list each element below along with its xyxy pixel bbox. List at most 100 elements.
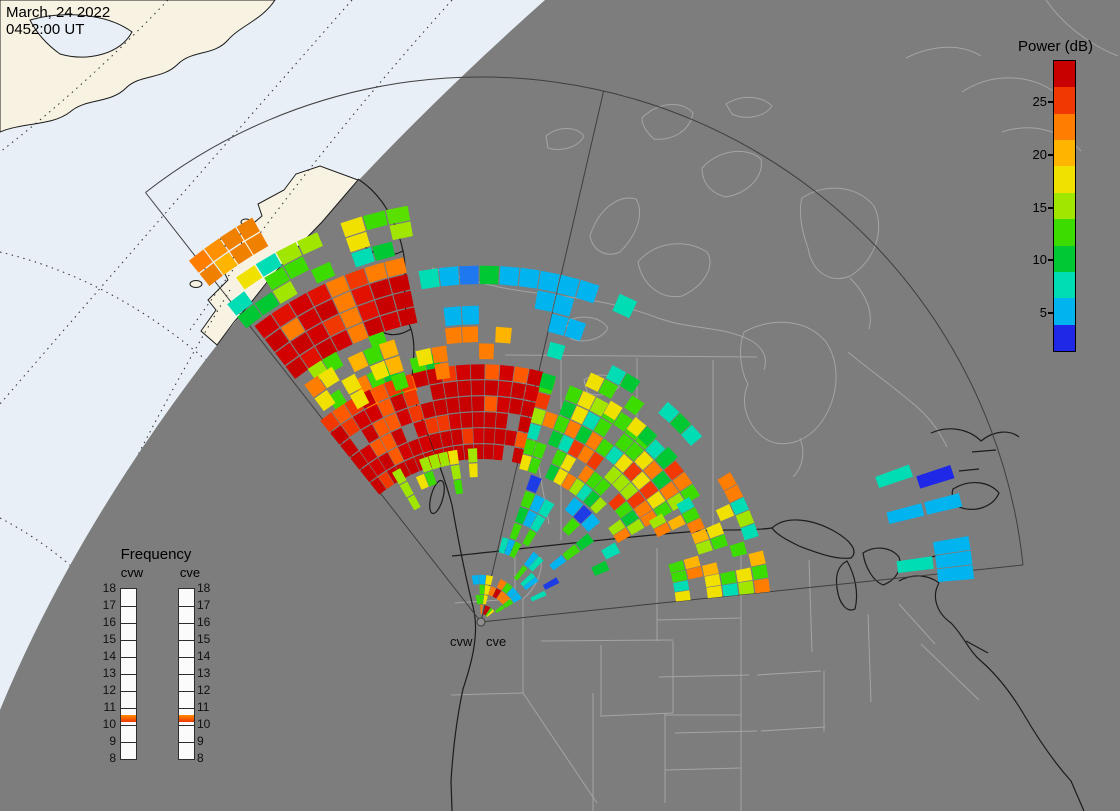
echo-cell	[539, 372, 557, 391]
echo-cell	[369, 278, 392, 299]
echo-cell	[513, 366, 529, 384]
echo-cell	[307, 283, 332, 307]
echo-cell	[740, 523, 759, 541]
echo-cell	[424, 470, 437, 487]
lake-superior	[771, 519, 855, 559]
echo-cell	[529, 494, 545, 513]
arctic-mainland-coast	[431, 267, 766, 371]
colorbar-tick-mark	[1048, 153, 1053, 156]
echo-cell	[371, 241, 396, 261]
echo-cell	[517, 416, 532, 433]
echo-cell	[640, 510, 659, 527]
echo-cell	[459, 396, 472, 412]
lake-michigan	[835, 560, 858, 611]
echo-cell	[485, 607, 493, 617]
echo-cell	[520, 400, 536, 418]
echo-cell	[681, 424, 703, 446]
echo-cell	[372, 418, 390, 437]
fov-outer-arc	[145, 76, 1024, 566]
echo-cell	[315, 299, 339, 322]
vancouver-island	[429, 479, 445, 515]
echo-cell	[672, 472, 693, 492]
echo-cell	[345, 268, 369, 290]
echo-cell	[479, 343, 495, 360]
echo-cell	[418, 268, 440, 290]
echo-cell	[626, 518, 645, 535]
echo-cell	[433, 399, 448, 416]
echo-cell	[375, 295, 397, 316]
echo-cell	[608, 493, 626, 511]
long-island	[965, 640, 989, 654]
echo-cell	[480, 604, 483, 614]
echo-cell	[446, 397, 460, 414]
echo-cell	[496, 591, 506, 602]
echo-cell	[729, 541, 748, 558]
echo-cell	[496, 396, 511, 413]
echo-cell	[388, 447, 404, 465]
timestamp: March, 24 2022 0452:00 UT	[6, 4, 110, 38]
echo-cell	[614, 433, 634, 453]
colorbar-segment	[1054, 271, 1075, 299]
echo-cell	[332, 291, 356, 313]
arctic-island	[725, 97, 773, 118]
island	[189, 280, 203, 288]
echo-cell	[479, 594, 484, 605]
echo-cell	[626, 417, 647, 437]
echo-cell	[581, 513, 601, 532]
prince-edward-island	[958, 468, 980, 472]
frequency-ticks-left: 18 17 16 15 14 13 12 11 10 9 8	[92, 581, 116, 765]
echo-cell	[651, 470, 671, 490]
echo-cell	[564, 318, 587, 341]
colorbar-segment	[1054, 245, 1075, 272]
echo-cell	[340, 438, 359, 458]
colorbar-tick-label: 20	[1032, 146, 1047, 162]
echo-cell	[633, 500, 653, 518]
echo-cell	[564, 385, 583, 405]
echo-cell	[624, 441, 644, 461]
echo-cell	[483, 595, 488, 605]
colorbar-segment	[1054, 324, 1075, 351]
echo-cell	[695, 539, 713, 555]
echo-cell	[526, 474, 542, 494]
frequency-tick-label: 10	[102, 717, 116, 731]
echo-cell	[236, 217, 260, 241]
echo-cell	[502, 598, 514, 608]
frequency-bar-segment	[179, 725, 194, 742]
echo-cell	[499, 365, 515, 381]
echo-cell	[434, 362, 451, 380]
echo-cell	[297, 232, 323, 255]
echo-cell	[408, 438, 423, 457]
echo-cell	[722, 583, 739, 597]
power-legend: Power (dB) 25 20 15 10 5	[1004, 38, 1116, 360]
echo-cell	[619, 373, 641, 394]
echo-cell	[542, 577, 560, 590]
echo-cell	[475, 594, 481, 605]
echo-cell	[653, 501, 673, 519]
echo-cell	[546, 341, 566, 360]
echo-cell	[484, 412, 496, 428]
echo-cell	[378, 471, 395, 489]
frequency-tick-label: 11	[197, 700, 210, 714]
echo-cell	[598, 379, 619, 399]
echo-cell	[388, 274, 411, 294]
echo-cell	[453, 479, 464, 495]
echo-cell	[553, 468, 569, 486]
echo-cell	[450, 464, 462, 480]
echo-cell	[570, 405, 589, 425]
echo-cell	[935, 550, 973, 569]
echo-cell	[281, 317, 305, 341]
echo-cell	[385, 205, 411, 225]
labrador-coast	[847, 351, 948, 448]
radar-echo-cells	[188, 205, 974, 617]
echo-cell	[591, 560, 610, 576]
echo-cell	[646, 491, 666, 509]
echo-cell	[460, 412, 473, 428]
frequency-value-marker	[121, 715, 136, 723]
echo-cell	[320, 412, 340, 433]
echo-cell	[573, 505, 592, 524]
echo-cell	[418, 435, 433, 453]
echo-cell	[735, 510, 755, 528]
echo-cell	[502, 582, 513, 594]
echo-cell	[472, 412, 484, 428]
james-bay	[792, 437, 804, 478]
